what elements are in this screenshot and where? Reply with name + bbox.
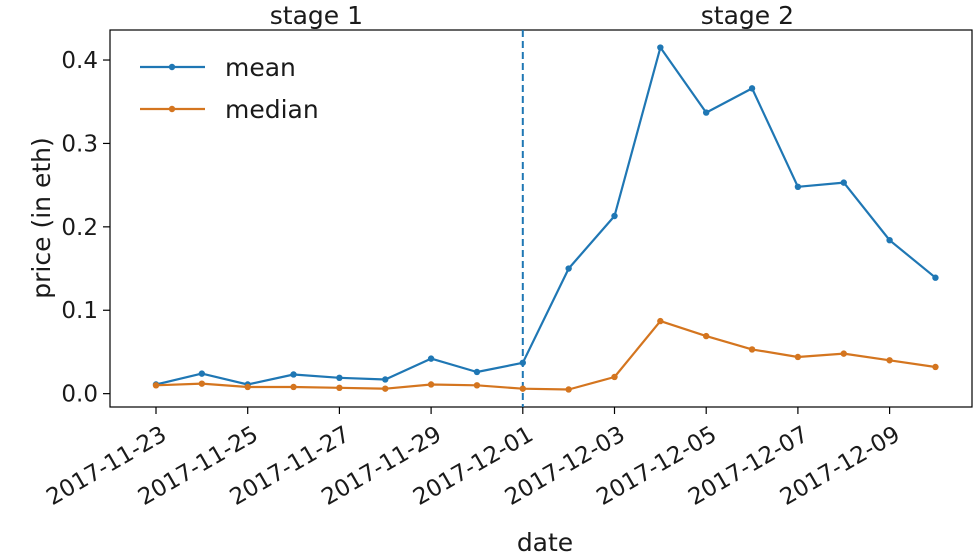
series-median-point [565, 386, 572, 393]
series-median-point [840, 350, 847, 357]
stage-1-label: stage 1 [270, 1, 363, 30]
y-tick-label: 0.1 [61, 298, 98, 324]
series-mean-point [290, 371, 297, 378]
series-median-point [473, 382, 481, 389]
y-tick-label: 0.3 [61, 131, 98, 157]
legend-median-label: median [225, 95, 319, 124]
series-mean-point [198, 370, 206, 377]
stage-2-label: stage 2 [701, 1, 794, 30]
series-median-point [290, 383, 297, 391]
stage-labels: stage 1 stage 2 [270, 1, 794, 30]
series-mean-point [840, 179, 847, 186]
y-tick-label: 0.0 [61, 382, 98, 408]
series-mean-point [794, 183, 802, 191]
plot-area-frame [109, 29, 973, 408]
series-mean-point [519, 359, 526, 366]
series-median-point [427, 381, 435, 388]
series-mean-point [336, 374, 343, 382]
legend: mean median [140, 53, 319, 124]
series-median-point [611, 373, 618, 381]
series-mean-point [748, 85, 756, 92]
series-median-point [932, 363, 939, 371]
series-median-point [336, 384, 343, 392]
x-axis: 2017-11-232017-11-252017-11-272017-11-29… [42, 407, 905, 511]
series-group [152, 44, 939, 393]
series-mean-point [427, 355, 435, 362]
series-mean-point [703, 109, 710, 116]
series-mean-point [657, 44, 664, 51]
y-axis-label: price (in eth) [27, 137, 56, 298]
series-mean-point [382, 376, 389, 383]
series-mean-point [473, 368, 481, 376]
series-median-point [657, 317, 664, 325]
series-mean-point [886, 236, 893, 244]
y-tick-label: 0.4 [61, 48, 98, 74]
series-mean-point [932, 274, 939, 281]
series-median-point [703, 332, 710, 340]
series-median-line [155, 320, 936, 391]
y-tick-label: 0.2 [61, 215, 98, 241]
series-median-point [794, 353, 802, 361]
series-median-point [519, 385, 526, 392]
series-mean-point [611, 212, 618, 220]
legend-mean-label: mean [225, 53, 296, 82]
series-median-point [886, 357, 893, 364]
series-median-point [152, 382, 160, 389]
series-median-point [748, 346, 756, 353]
series-median-point [382, 385, 389, 392]
legend-median-marker [168, 105, 176, 113]
series-median-point [244, 383, 251, 391]
series-mean-point [565, 265, 572, 272]
series-median-point [198, 380, 206, 387]
x-axis-label: date [517, 528, 573, 554]
legend-mean-marker [168, 63, 176, 71]
y-axis: 0.0 0.1 0.2 0.3 0.4 [61, 48, 110, 408]
series-mean-line [155, 46, 937, 386]
